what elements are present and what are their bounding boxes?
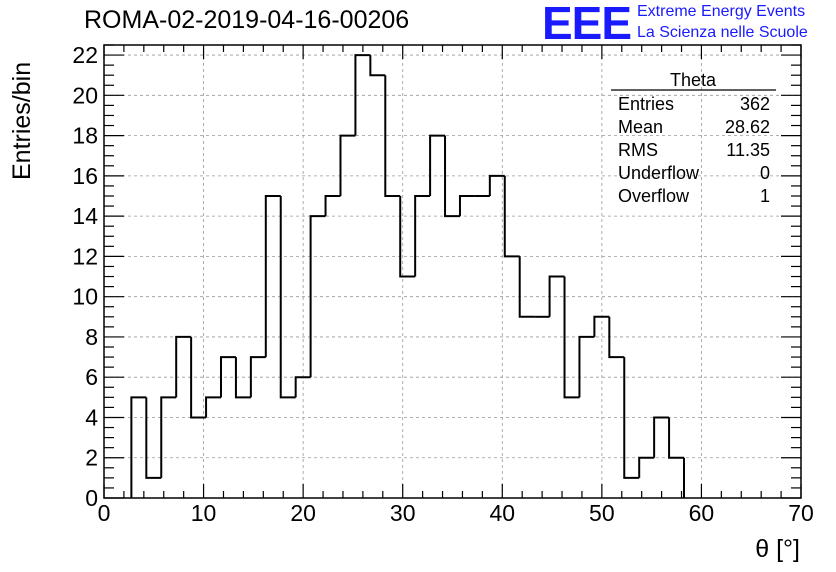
histogram-bin: [638, 456, 655, 478]
histogram-bin: [234, 357, 251, 399]
y-tick-label: 0: [85, 485, 98, 511]
y-tick-label: 16: [72, 163, 98, 189]
histogram-bin: [563, 276, 580, 399]
page-title: ROMA-02-2019-04-16-00206: [84, 6, 410, 34]
histogram-bin: [384, 75, 401, 197]
histogram-bin: [309, 215, 326, 378]
y-tick-label: 2: [85, 445, 98, 471]
x-tick-label: 50: [589, 500, 615, 526]
histogram-bin: [653, 416, 670, 458]
histogram-bin: [593, 315, 610, 337]
stats-label: Mean: [618, 117, 663, 137]
x-tick-label: 0: [98, 500, 111, 526]
histogram-bin: [175, 335, 192, 398]
y-tick-labels: 0 2 4 6 8 10 12 14 16 18 20 22: [72, 42, 98, 511]
histogram-bin: [414, 195, 431, 277]
y-tick-label: 18: [72, 123, 98, 149]
y-axis-label: Entries/bin: [8, 62, 36, 180]
stats-label: Overflow: [618, 186, 690, 206]
stats-value: 11.35: [726, 140, 770, 160]
stats-value: 1: [760, 186, 770, 206]
histogram-bin: [190, 336, 207, 419]
y-tick-label: 10: [72, 284, 98, 310]
histogram-bin: [369, 55, 386, 77]
histogram-bin: [264, 195, 281, 358]
histogram-bin: [130, 396, 147, 498]
grid-lines: [104, 45, 801, 498]
stats-title: Theta: [670, 70, 717, 90]
histogram-bin: [279, 196, 296, 399]
histogram-bin: [488, 174, 505, 196]
x-tick-label: 40: [489, 500, 515, 526]
histogram-bin: [294, 376, 311, 398]
histogram-bin: [354, 54, 371, 136]
stats-label: Entries: [618, 94, 674, 114]
y-tick-label: 6: [85, 364, 98, 390]
x-axis-label: θ [°]: [755, 535, 800, 563]
histogram-bars: [130, 54, 686, 498]
y-tick-label: 8: [85, 324, 98, 350]
stats-box: Theta Entries 362 Mean 28.62 RMS 11.35 Underfl…: [611, 70, 776, 206]
histogram-bin: [429, 134, 446, 196]
histogram-bin: [623, 357, 640, 479]
histogram-bin: [578, 335, 595, 398]
y-tick-label: 14: [72, 203, 98, 229]
y-tick-label: 22: [72, 42, 98, 68]
x-tick-label: 20: [290, 500, 316, 526]
histogram-bin: [399, 196, 416, 278]
histogram-bin: [205, 396, 221, 418]
stats-label: Underflow: [618, 163, 700, 183]
histogram-bin: [219, 356, 236, 398]
histogram-bin: [249, 356, 266, 398]
x-tick-labels: 0 10 20 30 40 50 60 70: [98, 500, 814, 526]
histogram-bin: [518, 256, 535, 318]
plot-frame: [103, 44, 802, 499]
stats-label: RMS: [618, 140, 658, 160]
stats-value: 362: [740, 94, 770, 114]
histogram-bin: [160, 396, 177, 478]
y-tick-label: 12: [72, 243, 98, 269]
histogram-bin: [444, 135, 460, 218]
x-tick-label: 60: [689, 500, 715, 526]
x-tick-label: 30: [390, 500, 416, 526]
logo-line-2: La Scienza nelle Scuole: [637, 24, 808, 41]
stats-value: 28.62: [725, 117, 770, 137]
histogram-bin: [339, 134, 356, 196]
axis-ticks: [103, 44, 802, 499]
logo-line-1: Extreme Energy Events: [637, 3, 806, 20]
stats-value: 0: [760, 163, 770, 183]
histogram-bin: [503, 175, 520, 258]
x-tick-label: 10: [191, 500, 217, 526]
histogram-bin: [668, 417, 685, 459]
histogram-bin: [458, 195, 475, 217]
y-tick-label: 20: [72, 82, 98, 108]
histogram-bin: [608, 316, 625, 359]
histogram-bin: [324, 195, 341, 217]
eee-logo: EEE: [542, 0, 632, 49]
histogram-bin: [145, 397, 162, 479]
x-tick-label: 70: [788, 500, 814, 526]
y-tick-label: 4: [85, 404, 98, 430]
histogram-bin: [548, 275, 565, 317]
